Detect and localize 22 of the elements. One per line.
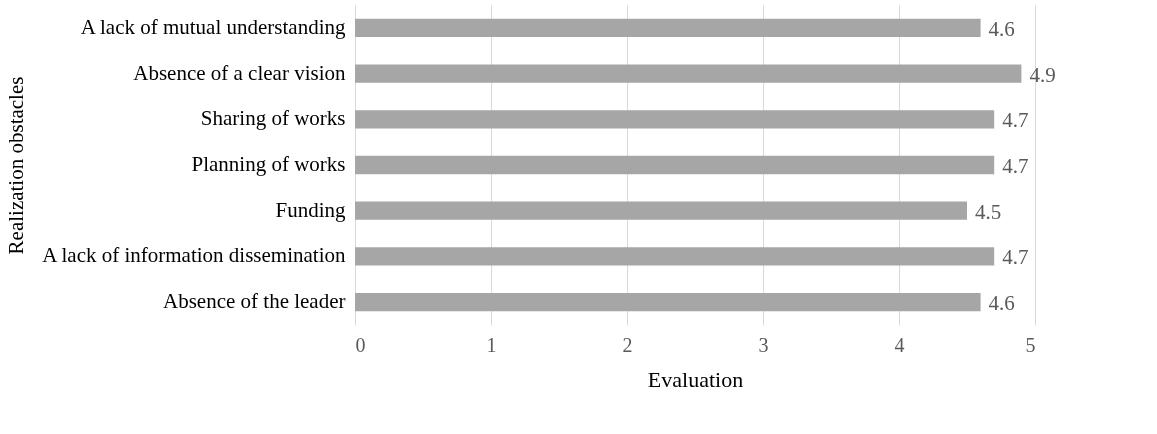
data-label: 4.6 <box>988 16 1015 41</box>
data-label: 4.7 <box>1002 154 1029 178</box>
y-tick-label: Sharing of works <box>200 106 346 131</box>
x-tick-label: 1 <box>486 333 497 356</box>
data-label: 4.9 <box>1029 62 1056 87</box>
y-tick-label: A lack of information dissemination <box>42 243 346 268</box>
x-tick-label: 2 <box>622 333 633 356</box>
data-label: 4.5 <box>975 199 1002 224</box>
y-tick-label: Planning of works <box>191 152 346 176</box>
data-label: 4.7 <box>1002 245 1029 270</box>
x-tick-label: 3 <box>758 333 769 356</box>
y-tick-label: Absence of a clear vision <box>133 60 346 85</box>
x-axis-title: Evaluation <box>647 366 744 392</box>
x-tick-label: 0 <box>355 333 366 356</box>
y-tick-label: Funding <box>275 197 346 222</box>
x-tick-label: 5 <box>1025 333 1036 356</box>
y-tick-label: Absence of the leader <box>163 289 346 314</box>
data-label: 4.6 <box>988 291 1015 316</box>
x-tick-label: 4 <box>894 333 905 356</box>
y-tick-label: A lack of mutual understanding <box>80 14 346 39</box>
y-axis-title: Realization obstacles <box>4 76 29 255</box>
data-label: 4.7 <box>1002 108 1029 133</box>
